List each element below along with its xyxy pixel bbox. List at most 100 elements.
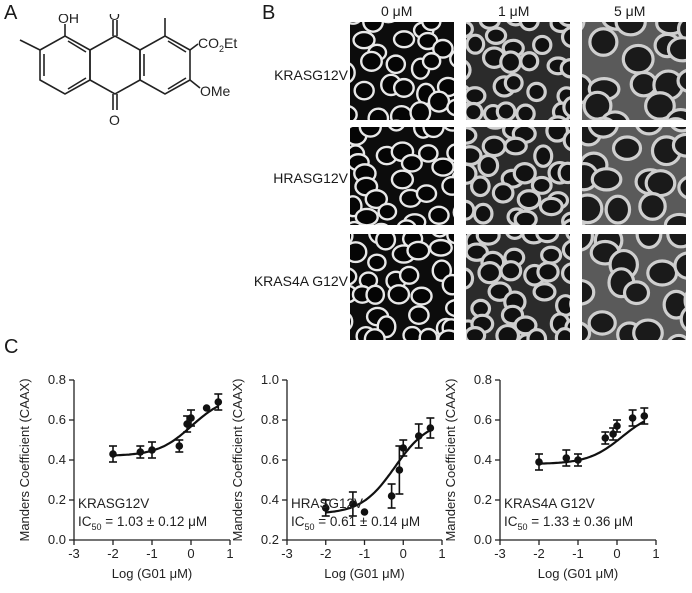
cell-outline [538,196,564,217]
cell-outline [526,81,547,103]
x-tick-label: 1 [226,546,233,561]
cell-outline [358,127,382,138]
cell-outline [449,50,454,68]
cell-outline [402,325,423,340]
ic50-subscript: 50 [92,522,102,532]
y-tick-label: 0.8 [474,372,492,387]
cell-outline [666,117,685,120]
cell-outline [350,234,354,244]
ic50-value: = 1.33 ± 0.36 μM [528,514,634,529]
y-tick-label: 0.6 [48,412,66,427]
cell-outline [561,218,570,225]
cell-outline [486,127,504,130]
ic50-prefix: IC [291,514,305,529]
x-tick-label: -1 [572,546,584,561]
cell-outline [670,127,686,133]
y-tick-label: 0.4 [474,452,492,467]
fit-curve [539,420,645,465]
annotation-ic50: IC50 = 1.33 ± 0.36 μM [504,514,633,532]
cell-outline [562,96,570,119]
cell-outline [362,22,385,33]
ic50-prefix: IC [504,514,518,529]
cell-outline [350,267,358,286]
cell-outline [582,193,604,225]
chart-3: -3 -2 -1 0 1 0.0 0.2 0.4 0.6 0.8 Log (G01 μM) Mande… [443,372,660,581]
cell-outline [418,327,439,340]
cell-outline [428,205,450,225]
ic50-value: = 1.03 ± 0.12 μM [102,514,208,529]
data-point [601,434,610,442]
cell-outline [533,144,554,168]
micrograph-texture [466,127,570,225]
cell-outline [477,260,503,285]
x-tick-label: -2 [320,546,332,561]
cell-outline [466,33,486,55]
cell-outline [540,245,563,265]
cell-outline [499,50,523,74]
cell-outline [475,234,501,246]
chart-1: -3 -2 -1 0 1 0.0 0.2 0.4 0.6 0.8 Log (G01 μM) Mande… [17,372,234,581]
cell-outline [446,98,454,117]
cell-outline [536,261,560,283]
cell-outline [389,105,414,120]
cell-outline [638,192,667,221]
micrograph-texture [466,234,570,340]
cell-outline [560,262,570,285]
cell-outline [428,238,453,257]
cell-outline [365,284,386,305]
cell-outline [408,305,430,326]
dose-response-charts: -3 -2 -1 0 1 0.0 0.2 0.4 0.6 0.8 Log (G01 μM) Mande… [17,372,660,581]
cell-outline [385,54,407,75]
cell-outline [398,265,420,285]
cell-outline [562,129,570,152]
x-tick-label: -1 [359,546,371,561]
cell-outline [587,310,617,336]
cell-outline [646,259,679,287]
cell-outline [363,328,386,340]
x-axis-label: Log (G01 μM) [324,566,404,581]
y-tick-label: 0.0 [474,532,492,547]
cell-outline [417,144,439,163]
micrograph-texture [466,22,570,120]
panel-b-label: B [262,2,276,24]
cell-outline [530,175,553,195]
cell-outline [559,22,570,28]
ic50-subscript: 50 [518,522,528,532]
cell-outline [466,326,487,340]
cell-outline [491,182,515,204]
cell-outline [367,107,390,120]
cell-outline [400,153,423,173]
y-tick-label: 0.6 [261,452,279,467]
cell-outline [367,253,387,272]
column-label-1uM: 1 μM [498,3,530,19]
annotation-label: KRAS4A G12V [504,496,595,511]
x-tick-label: -3 [68,546,80,561]
y-tick-label: 0.4 [261,492,279,507]
y-tick-label: 0.8 [48,372,66,387]
cell-outline [410,286,433,306]
micrograph-krasg12v-5uM [582,22,686,120]
cell-outline [503,136,528,156]
cell-outline [512,162,537,185]
cell-outline [611,135,643,161]
cell-outline [387,284,411,305]
cell-outline [676,22,686,42]
x-tick-label: 0 [400,546,407,561]
cell-outline [388,127,405,132]
cell-outline [582,278,596,306]
cell-outline [353,80,375,101]
data-point [426,424,435,432]
micrograph-texture [582,234,686,340]
cell-outline [406,240,431,261]
x-tick-label: 0 [613,546,620,561]
micrograph-texture [350,234,454,340]
ic50-subscript: 50 [305,522,315,532]
cell-outline [590,167,623,192]
cell-outline [350,241,368,264]
cell-outline [421,22,442,32]
cell-outline [635,234,663,250]
cell-outline [441,175,454,196]
cell-outline [559,58,570,79]
cell-outline [374,222,389,225]
cell-outline [505,234,525,240]
